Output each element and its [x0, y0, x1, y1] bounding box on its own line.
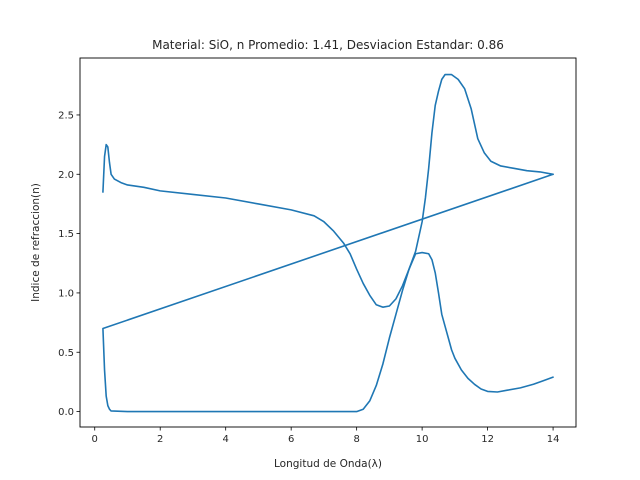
x-tick-label: 0	[92, 434, 98, 445]
y-tick-label: 1.5	[58, 229, 74, 240]
series-line-2	[102, 173, 554, 413]
y-tick-label: 2.0	[58, 170, 74, 181]
y-tick-label: 0.5	[58, 348, 74, 359]
y-tick-label: 1.0	[58, 288, 74, 299]
x-tick-label: 14	[547, 434, 560, 445]
x-tick-label: 8	[353, 434, 359, 445]
x-tick-label: 12	[481, 434, 494, 445]
plot-frame	[79, 57, 577, 428]
y-tick-label: 0.0	[58, 407, 74, 418]
x-tick-label: 4	[223, 434, 229, 445]
x-tick-label: 2	[157, 434, 163, 445]
y-axis: 0.0 0.5 1.0 1.5 2.0 2.5	[58, 110, 80, 418]
y-axis-label: Indice de refraccion(n)	[30, 183, 42, 302]
x-axis: 0 2 4 6 8 10 12 14	[92, 427, 560, 445]
chart-title: Material: SiO, n Promedio: 1.41, Desviac…	[152, 38, 504, 52]
series-layer	[102, 73, 554, 413]
x-tick-label: 6	[288, 434, 294, 445]
series-line-1	[102, 73, 554, 308]
x-axis-label: Longitud de Onda(λ)	[274, 458, 382, 470]
x-tick-label: 10	[416, 434, 429, 445]
y-tick-label: 2.5	[58, 110, 74, 121]
